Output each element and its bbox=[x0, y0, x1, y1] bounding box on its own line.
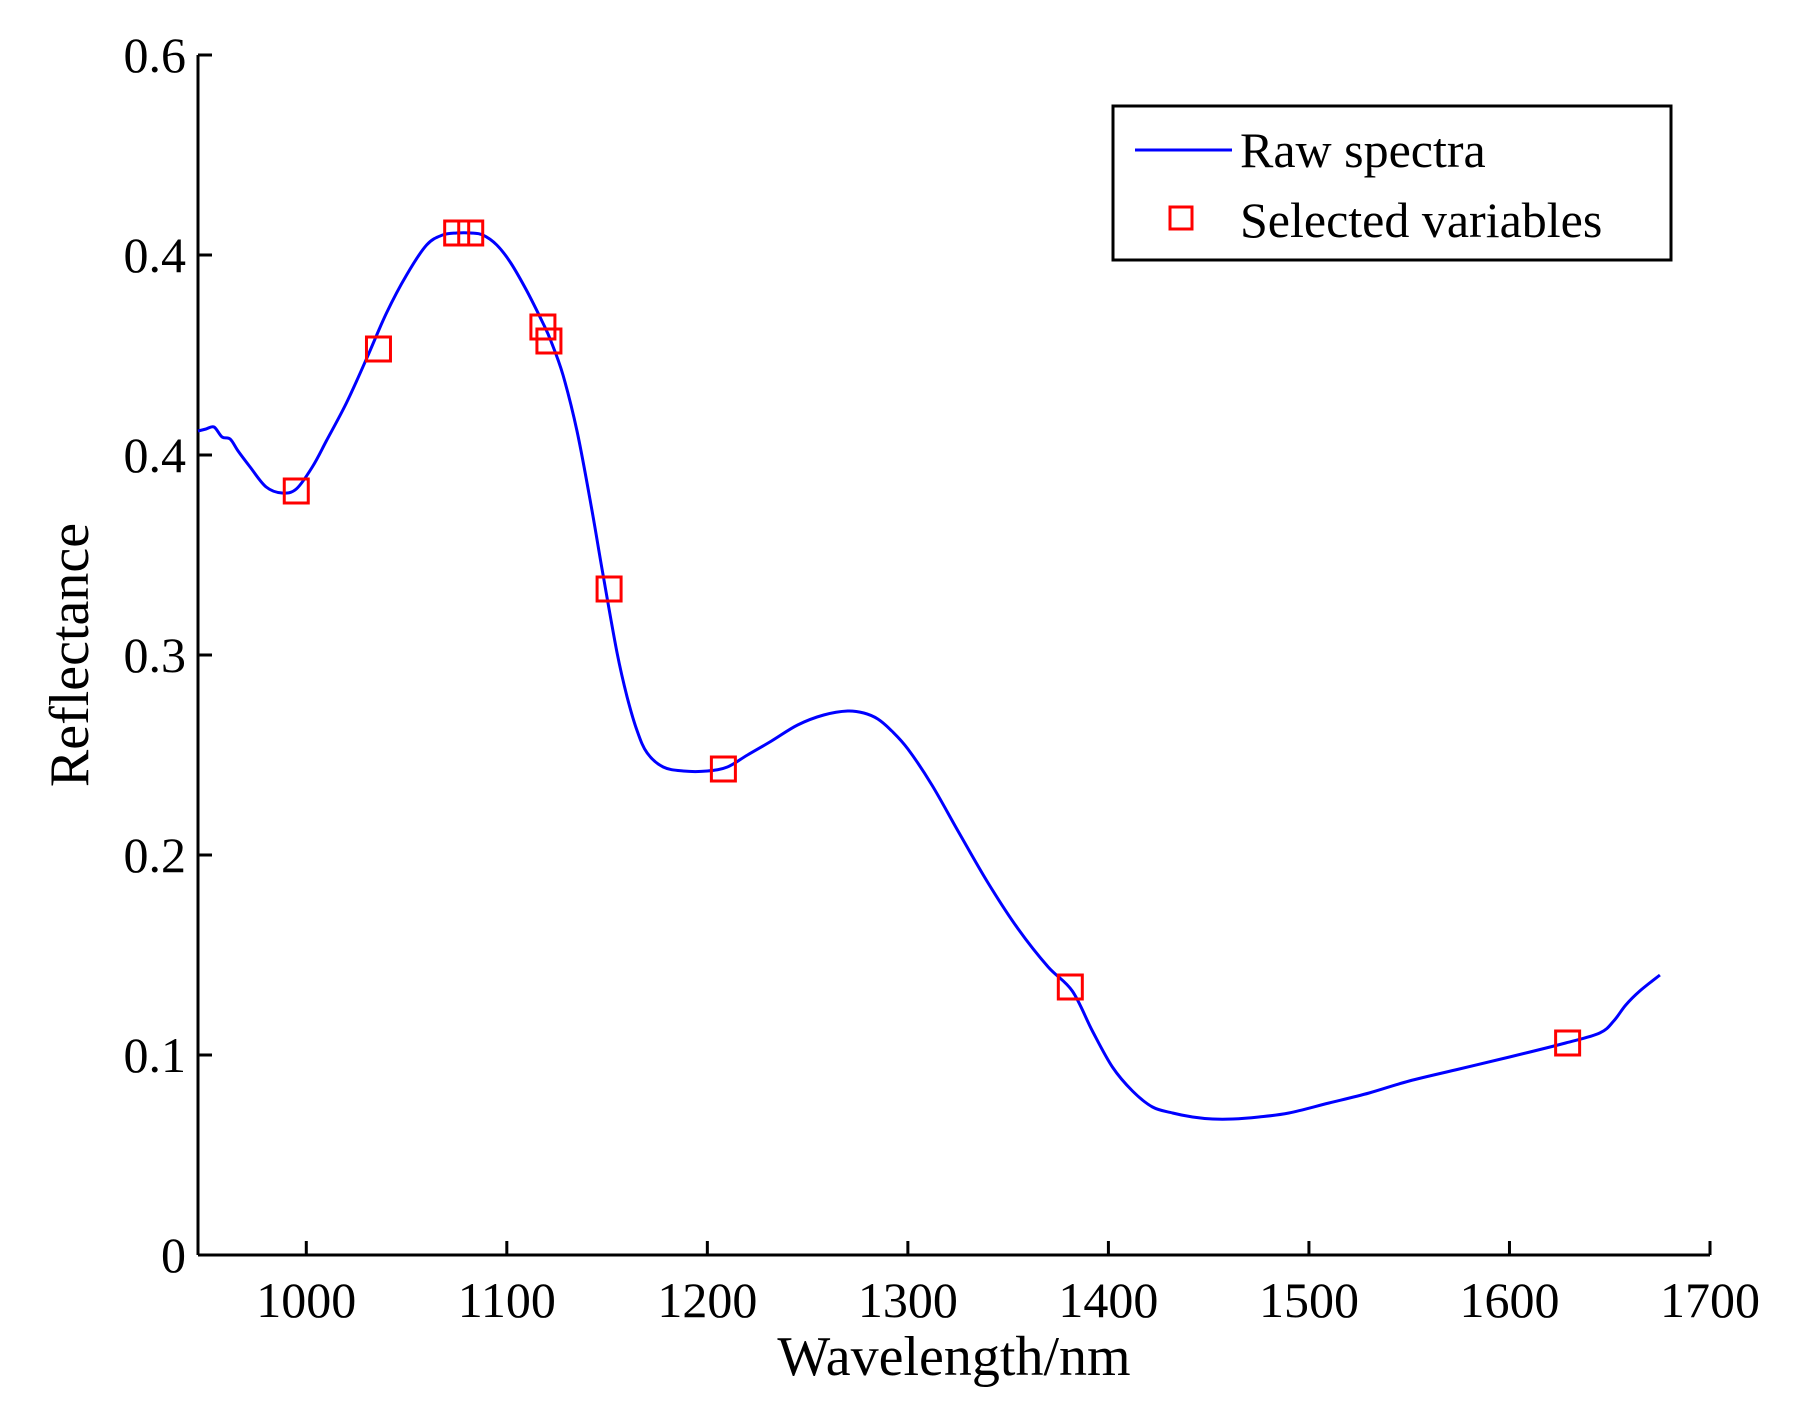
y-tick-label: 0.1 bbox=[124, 1027, 187, 1083]
x-tick-label: 1700 bbox=[1660, 1272, 1760, 1328]
y-tick-label: 0.6 bbox=[124, 27, 187, 83]
x-tick-label: 1500 bbox=[1259, 1272, 1359, 1328]
y-tick-label: 0.4 bbox=[124, 227, 187, 283]
axis-ticks: 1000 1100 1200 1300 1400 1500 1600 1700 0 0.1 0.2 0… bbox=[124, 27, 1761, 1328]
x-tick-label: 1400 bbox=[1058, 1272, 1158, 1328]
selected-variable-marker bbox=[529, 313, 557, 341]
x-tick-label: 1000 bbox=[256, 1272, 356, 1328]
legend-label-selected-variables: Selected variables bbox=[1240, 192, 1602, 248]
selected-variable-marker bbox=[1056, 973, 1084, 1001]
selected-variable-marker bbox=[282, 477, 310, 505]
selected-variable-marker bbox=[457, 219, 485, 247]
y-tick-label: 0.4 bbox=[124, 427, 187, 483]
x-tick-label: 1100 bbox=[458, 1272, 556, 1328]
legend: Raw spectra Selected variables bbox=[1111, 104, 1673, 262]
x-tick-label: 1300 bbox=[858, 1272, 958, 1328]
y-tick-label: 0.2 bbox=[124, 827, 187, 883]
x-tick-label: 1200 bbox=[657, 1272, 757, 1328]
selected-variable-marker bbox=[709, 755, 737, 783]
selected-variable-marker bbox=[535, 327, 563, 355]
x-tick-label: 1600 bbox=[1459, 1272, 1559, 1328]
selected-variable-marker bbox=[595, 575, 623, 603]
selected-variable-marker bbox=[443, 219, 471, 247]
y-axis-title: Reflectance bbox=[39, 523, 101, 787]
plot-area bbox=[197, 219, 1661, 1121]
legend-label-raw-spectra: Raw spectra bbox=[1240, 122, 1486, 178]
selected-variable-marker bbox=[364, 335, 392, 363]
legend-box bbox=[1111, 104, 1673, 262]
legend-marker-swatch bbox=[1168, 205, 1194, 231]
raw-spectra-line bbox=[197, 231, 1661, 1121]
selected-variable-marker bbox=[1554, 1029, 1582, 1057]
y-tick-label: 0 bbox=[161, 1227, 186, 1283]
y-tick-label: 0.3 bbox=[124, 627, 187, 683]
x-axis-title: Wavelength/nm bbox=[777, 1326, 1130, 1388]
